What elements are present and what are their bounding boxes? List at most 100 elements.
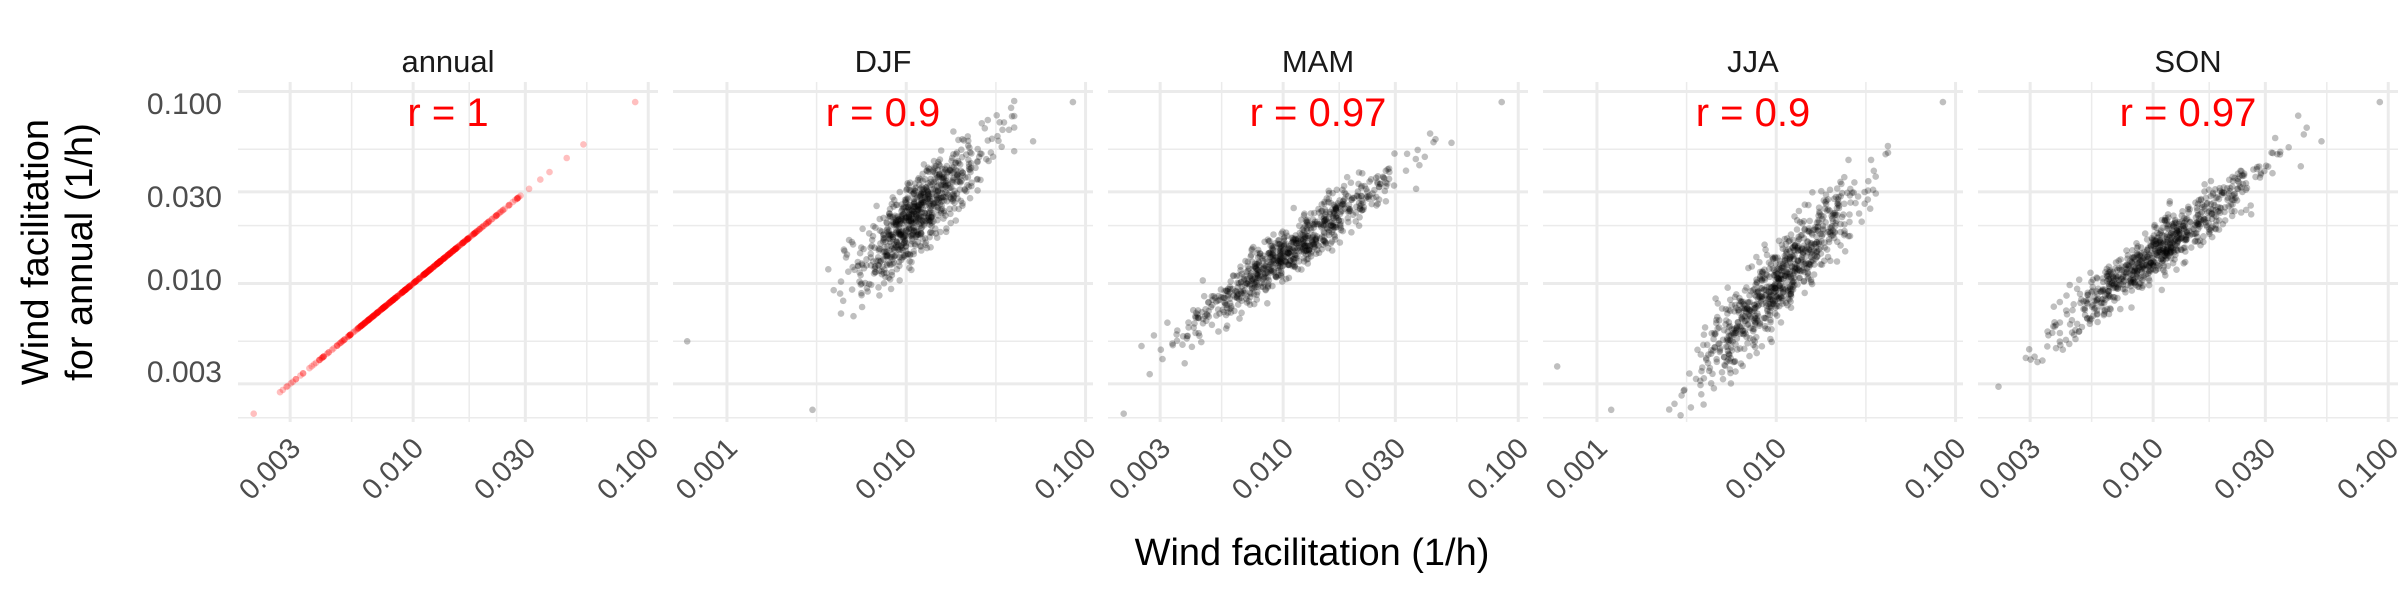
data-point: [902, 196, 910, 203]
data-point: [289, 378, 297, 386]
data-point: [1290, 255, 1297, 263]
data-point: [1736, 297, 1743, 305]
data-point: [380, 304, 387, 312]
data-point: [916, 193, 924, 200]
data-point: [1209, 301, 1216, 309]
data-point: [2300, 131, 2308, 138]
data-point: [912, 184, 919, 192]
data-point: [357, 323, 364, 330]
data-point: [895, 229, 903, 237]
data-point: [283, 383, 290, 391]
data-point: [898, 213, 905, 221]
data-point: [918, 196, 925, 204]
data-point: [402, 286, 409, 294]
data-point: [431, 262, 439, 269]
data-point: [1150, 332, 1158, 339]
data-point: [956, 178, 964, 186]
data-point: [1845, 156, 1852, 164]
data-point: [401, 286, 409, 294]
data-point: [333, 342, 341, 350]
data-point: [1746, 298, 1754, 306]
data-point: [876, 292, 883, 299]
data-point: [921, 235, 929, 242]
data-point: [1278, 263, 1286, 270]
data-point: [899, 247, 906, 254]
data-point: [918, 196, 925, 204]
data-point: [922, 239, 930, 246]
data-point: [2108, 281, 2115, 288]
data-point: [514, 195, 521, 202]
data-point: [1190, 324, 1197, 331]
data-point: [923, 210, 930, 217]
data-point: [947, 194, 954, 201]
data-point: [358, 321, 366, 329]
data-point: [1357, 192, 1365, 200]
data-point: [423, 269, 430, 276]
data-point: [1368, 200, 1376, 208]
y-tick-label-0.100: 0.100: [147, 88, 222, 121]
data-point: [370, 312, 378, 319]
data-point: [1872, 173, 1879, 180]
data-point: [867, 281, 875, 289]
data-point: [908, 217, 915, 225]
data-point: [938, 189, 946, 197]
data-point: [889, 194, 896, 201]
data-point: [1841, 248, 1849, 255]
data-point: [974, 145, 981, 153]
data-point: [859, 261, 866, 269]
data-point: [1306, 221, 1313, 229]
data-point: [902, 247, 910, 255]
data-point: [906, 232, 913, 240]
data-point: [1321, 233, 1328, 240]
data-point: [1430, 138, 1437, 146]
data-point: [929, 229, 936, 237]
data-point: [967, 168, 974, 176]
data-point: [890, 246, 898, 254]
data-point: [1291, 262, 1298, 269]
data-point: [910, 210, 918, 218]
data-point: [458, 240, 466, 247]
data-point: [2192, 199, 2199, 206]
data-point: [896, 231, 904, 238]
data-point: [443, 253, 450, 260]
data-point: [1768, 338, 1775, 346]
data-point: [436, 258, 444, 265]
data-point: [1270, 231, 1277, 238]
data-point: [1236, 315, 1243, 322]
data-point: [455, 243, 462, 250]
data-point: [1866, 205, 1874, 212]
correlation-annotation: r = 0.97: [2120, 91, 2257, 135]
data-point: [921, 220, 928, 227]
x-tick-label: 0.030: [1338, 432, 1412, 506]
data-point: [855, 262, 862, 269]
data-point: [984, 116, 992, 124]
data-point: [886, 238, 894, 246]
data-point: [913, 202, 921, 210]
data-point: [436, 258, 444, 266]
data-point: [929, 168, 936, 176]
data-point: [989, 153, 997, 160]
data-point: [929, 186, 936, 193]
data-point: [387, 298, 395, 305]
data-point: [2162, 272, 2169, 279]
data-point: [1344, 192, 1352, 200]
data-point: [1260, 280, 1268, 288]
data-point: [403, 285, 411, 292]
data-point: [885, 235, 893, 242]
correlation-annotation: r = 0.9: [1696, 91, 1811, 135]
data-point: [2230, 191, 2238, 198]
data-point: [1264, 300, 1271, 307]
data-point: [390, 296, 397, 303]
data-point: [2113, 272, 2120, 280]
data-point: [420, 271, 427, 279]
data-point: [915, 174, 922, 182]
data-point: [1678, 392, 1685, 399]
data-point: [1730, 326, 1738, 333]
data-point: [909, 215, 917, 223]
data-point: [965, 156, 972, 164]
x-tick-label: 0.100: [2331, 432, 2400, 506]
data-point: [932, 230, 940, 237]
data-point: [435, 259, 442, 267]
data-point: [511, 196, 519, 204]
